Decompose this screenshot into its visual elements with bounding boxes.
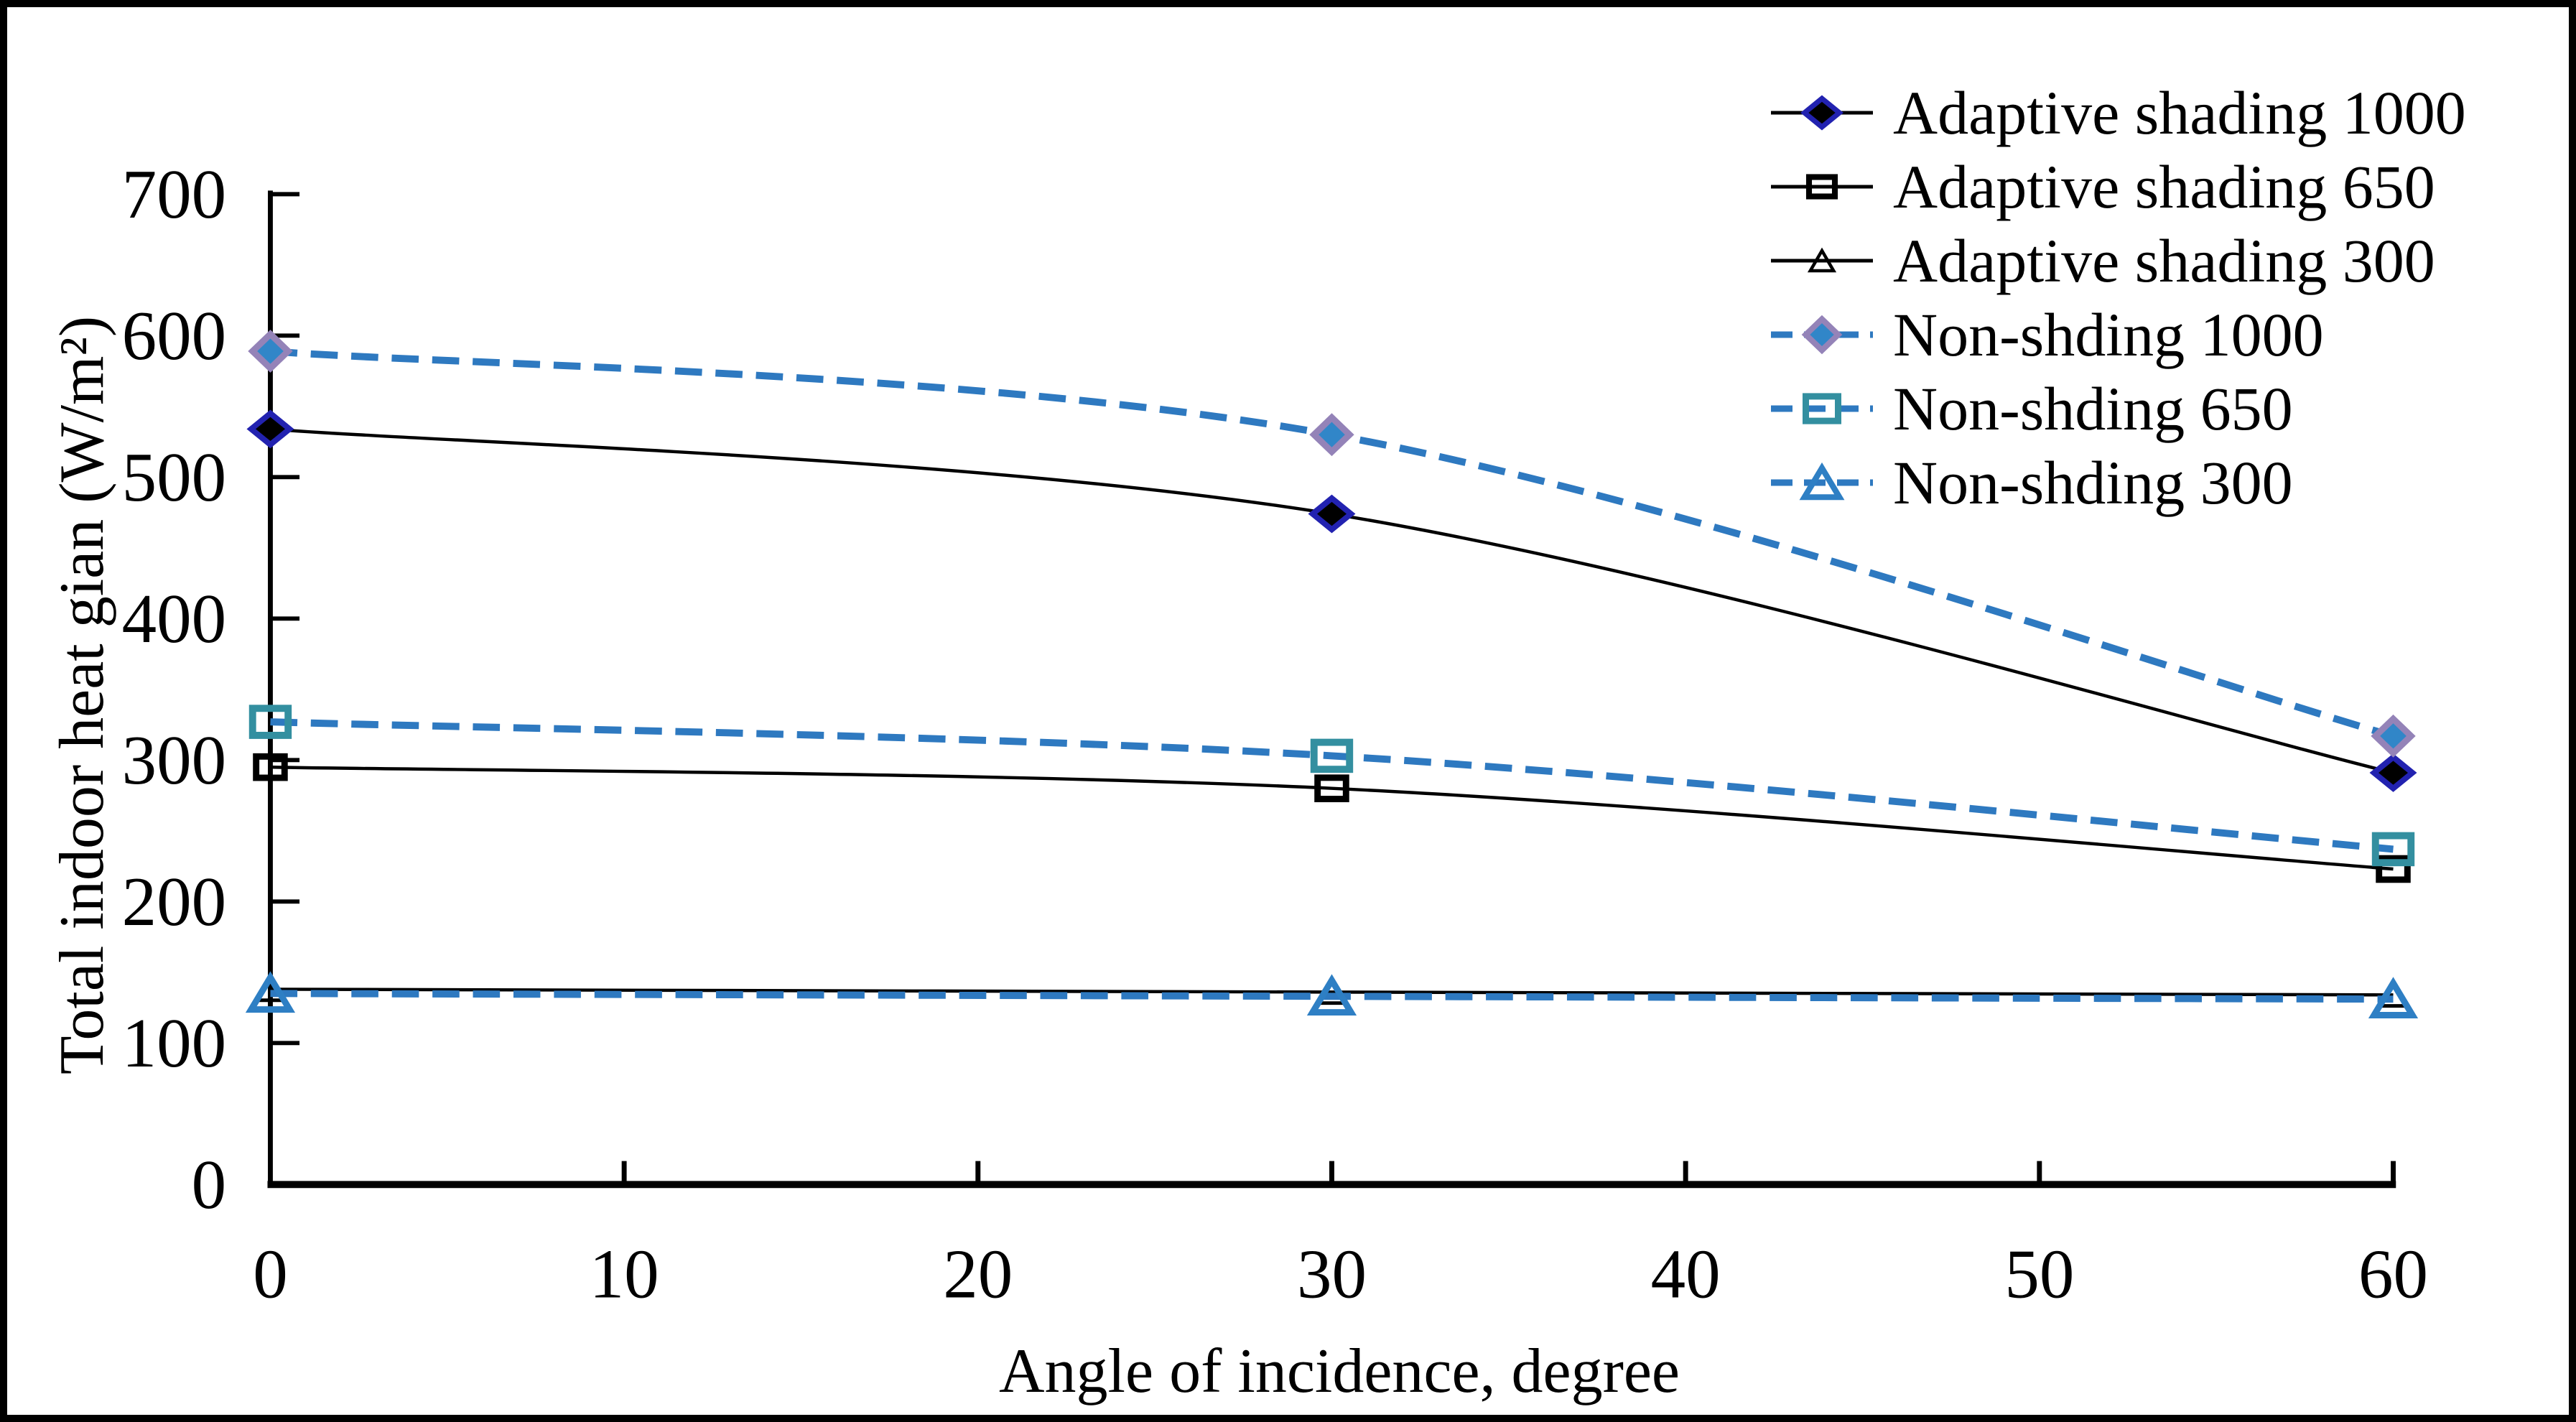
y-tick-label-200: 200 (122, 863, 226, 940)
marker-diamond-3-pt0 (248, 330, 293, 373)
y-tick-label-400: 400 (122, 580, 226, 657)
marker-triangle-5-pt1 (1306, 974, 1357, 1016)
y-tick-label-600: 600 (122, 297, 226, 374)
plot-area: 0 100 200 300 400 500 600 700 0 10 20 30 40 50 60 (122, 156, 2428, 1313)
series-line-0 (270, 427, 2394, 775)
marker-square-1-pt0 (253, 753, 288, 781)
y-tick-label-100: 100 (122, 1005, 226, 1082)
marker-diamond-0-pt2 (2369, 753, 2417, 792)
marker-diamond-0-pt0 (246, 409, 294, 449)
y-tick-label-300: 300 (122, 722, 226, 799)
x-tick-label-30: 30 (1297, 1236, 1367, 1313)
x-tick-label-20: 20 (943, 1236, 1013, 1313)
marker-diamond-3-pt1 (1309, 413, 1354, 457)
marker-square-4-pt0 (248, 705, 292, 739)
series-line-2 (270, 988, 2394, 997)
y-tick-label-700: 700 (122, 156, 226, 233)
y-tick-label-0: 0 (192, 1146, 227, 1223)
marker-square-4-pt2 (2371, 832, 2415, 867)
y-tick-label-500: 500 (122, 439, 226, 516)
x-tick-label-0: 0 (253, 1236, 288, 1313)
x-axis-title: Angle of incidence, degree (999, 1337, 1680, 1406)
marker-triangle-5-pt0 (245, 971, 296, 1013)
marker-diamond-0-pt1 (1308, 494, 1356, 534)
series-line-3 (270, 348, 2394, 740)
marker-square-4-pt1 (1310, 738, 1354, 773)
marker-square-1-pt2 (2376, 855, 2411, 883)
marker-triangle-5-pt2 (2368, 977, 2419, 1018)
x-tick-label-40: 40 (1651, 1236, 1721, 1313)
series-line-1 (270, 765, 2394, 871)
marker-diamond-3-pt2 (2371, 714, 2416, 758)
y-axis-title: Total indoor heat gian (W/m²) (47, 315, 117, 1075)
x-tick-label-60: 60 (2358, 1236, 2428, 1313)
x-tick-label-10: 10 (590, 1236, 659, 1313)
series-line-4 (270, 718, 2394, 853)
x-tick-label-50: 50 (2004, 1236, 2074, 1313)
series-line-5 (270, 990, 2394, 1003)
marker-square-1-pt1 (1314, 774, 1349, 803)
